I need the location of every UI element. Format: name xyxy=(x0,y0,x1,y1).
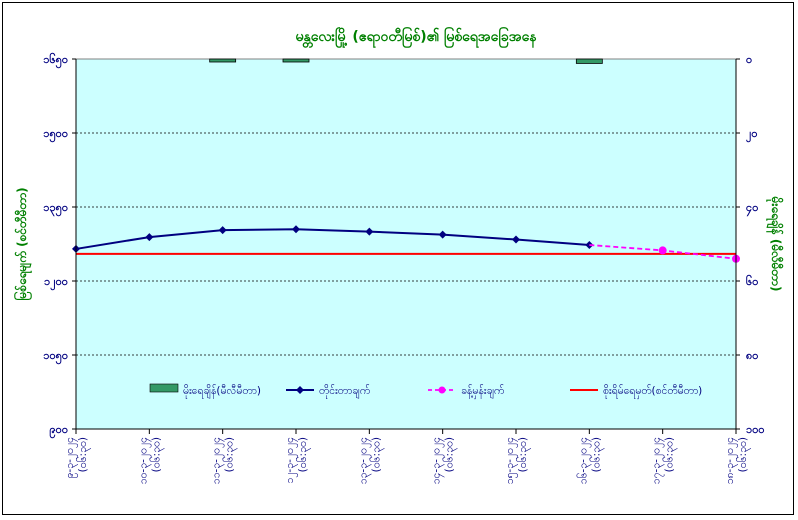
left-y-tick-labels: ၉၀၀ ၁၀၅၀ ၁၂၀၀ ၁၃၅၀ ၁၅၀၀ ၁၆၅၀ xyxy=(43,53,76,439)
right-y-axis-label: မိုးရေချိန် (မီလီမီတာ) xyxy=(765,196,785,292)
measured-point xyxy=(292,225,300,234)
legend-label: စိုးရိမ်ရေမှတ်(စင်တီမီတာ) xyxy=(603,384,702,399)
x-tick-time: (၀၆:၃၀) xyxy=(516,437,531,472)
rainfall-bar xyxy=(282,58,310,63)
x-tick-date: ၁၆-၃-၂၀၂၄ xyxy=(576,437,591,484)
x-tick-time: (၀၆:၃၀) xyxy=(663,437,678,472)
x-tick-label: ၉-၃-၂၀၂၄ (၀၆:၃၀) xyxy=(64,437,91,479)
measured-point xyxy=(218,226,227,235)
y2-tick-label: ၄၀ xyxy=(746,201,758,217)
plot-area xyxy=(75,58,737,430)
x-tick-label: ၁၀-၃-၂၀၂၄ (၀၆:၃၀) xyxy=(137,437,164,484)
y-tick-label: ၁၅၀၀ xyxy=(43,127,68,143)
x-tick-date: ၁၇-၃-၂၀၂၄ xyxy=(651,437,665,484)
y-tick-label: ၉၀၀ xyxy=(49,423,68,439)
measured-line xyxy=(75,228,590,250)
legend-marker-measured xyxy=(296,386,304,394)
x-tick-date: ၁၀-၃-၂၀၂၄ xyxy=(137,437,151,484)
forecast-point xyxy=(658,246,667,255)
x-tick-date: ၁၁-၃-၂၀၂၄ xyxy=(211,437,225,484)
x-tick-date: ၁၅-၃-၂၀၂၄ xyxy=(504,437,518,484)
x-tick-date: ၁၄-၃-၂၀၂၄ xyxy=(431,437,445,484)
x-tick-time: (၀၆:၃၀) xyxy=(736,437,751,472)
rainfall-bar xyxy=(575,58,603,64)
y-tick-label: ၁၂၀၀ xyxy=(44,275,68,291)
measured-point xyxy=(365,227,374,236)
left-y-axis-label: မြစ်ရေမျက် (စင်တီမီတာ) xyxy=(12,187,33,300)
x-tick-time: (၀၆:၃၀) xyxy=(76,437,91,472)
x-tick-label: ၁၆-၃-၂၀၂၄ (၀၆:၃၀) xyxy=(576,437,604,484)
legend-label: မိုးရေချိန်(မီလီမီတာ) xyxy=(183,384,261,399)
x-tick-label: ၁၅-၃-၂၀၂၄ (၀၆:၃၀) xyxy=(504,437,531,484)
x-tick-date: ၁၃-၃-၂၀၂၄ xyxy=(357,437,371,484)
y-tick-label: ၁၃၅၀ xyxy=(43,201,68,217)
x-tick-label: ၁၁-၃-၂၀၂၄ (၀၆:၃၀) xyxy=(211,437,238,484)
chart-title: မန္တလေးမြို့ (ဧရာဝတီမြစ်)၏ မြစ်ရေအခြေအနေ xyxy=(296,27,538,48)
x-tick-date: ၁၂-၃-၂၀၂၄ xyxy=(284,437,298,484)
gridlines xyxy=(76,132,736,356)
y2-tick-label: ၈၀ xyxy=(746,349,758,362)
x-tick-time: (၀၆:၃၀) xyxy=(223,437,238,472)
legend-swatch-rainfall xyxy=(149,383,179,393)
x-tick-label: ၁၂-၃-၂၀၂၄ (၀၆:၃၀) xyxy=(284,437,311,484)
x-tick-labels: ၉-၃-၂၀၂၄ (၀၆:၃၀) ၁၀-၃-၂၀၂၄ (၀၆:၃၀) ၁၁-၃-၂၀၂၄… xyxy=(64,437,751,485)
x-tick-time: (၀၆:၃၀) xyxy=(589,437,604,472)
x-tick-date: ၉-၃-၂၀၂၄ xyxy=(64,437,78,479)
y2-tick-label: ၁၀၀ xyxy=(746,423,765,436)
axes xyxy=(75,59,737,434)
x-tick-time: (၀၆:၃၀) xyxy=(369,437,384,472)
x-tick-label: ၁၈-၃-၂၀၂၄ (၀၆:၃၀) xyxy=(724,437,751,485)
legend-marker-forecast xyxy=(438,386,446,394)
x-tick-time: (၀၆:၃၀) xyxy=(149,437,164,472)
y2-tick-label: ၂၀ xyxy=(746,127,758,143)
legend-label: တိုင်းတာချက် xyxy=(319,384,370,399)
measured-point xyxy=(512,235,520,244)
y-tick-label: ၁၀၅၀ xyxy=(43,349,68,365)
x-tick-time: (၀၆:၃၀) xyxy=(443,437,458,472)
rainfall-bars xyxy=(209,58,603,64)
rainfall-bar xyxy=(209,58,237,63)
x-tick-time: (၀၆:၃၀) xyxy=(296,437,311,472)
x-tick-label: ၁၃-၃-၂၀၂၄ (၀၆:၃၀) xyxy=(357,437,384,484)
measured-point xyxy=(438,230,447,239)
x-tick-label: ၁၇-၃-၂၀၂၄ (၀၆:၃၀) xyxy=(651,437,678,484)
y-tick-label: ၁၆၅၀ xyxy=(43,53,68,69)
legend-label: ခန့်မှန်းချက် xyxy=(461,384,504,399)
y2-tick-label: ၆၀ xyxy=(746,275,758,288)
x-tick-label: ၁၄-၃-၂၀၂၄ (၀၆:၃၀) xyxy=(431,437,458,484)
y2-tick-label: ၀ xyxy=(746,53,752,66)
legend: မိုးရေချိန်(မီလီမီတာ) တိုင်းတာချက် ခန့်မှန… xyxy=(149,383,702,399)
chart-svg: မန္တလေးမြို့ (ဧရာဝတီမြစ်)၏ မြစ်ရေအခြေအနေ… xyxy=(12,27,785,485)
x-tick-date: ၁၈-၃-၂၀၂၄ xyxy=(724,437,738,485)
measured-point xyxy=(145,233,154,242)
chart-frame: မန္တလေးမြို့ (ဧရာဝတီမြစ်)၏ မြစ်ရေအခြေအနေ… xyxy=(2,2,794,515)
